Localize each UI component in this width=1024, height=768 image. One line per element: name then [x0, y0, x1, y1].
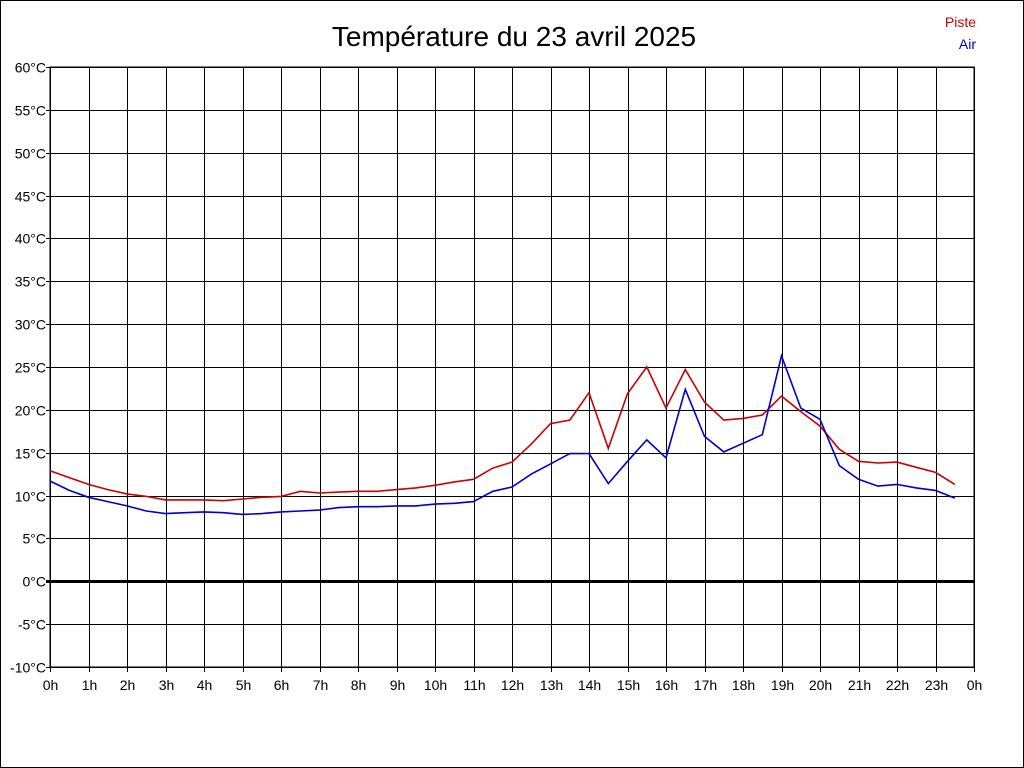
y-tick-label: 35°C: [15, 274, 46, 290]
x-tick-label: 4h: [197, 677, 213, 693]
chart-title: Température du 23 avril 2025: [332, 21, 696, 52]
x-tick-label: 6h: [274, 677, 290, 693]
y-tick-label: 55°C: [15, 103, 46, 119]
x-tick-label: 15h: [617, 677, 640, 693]
x-tick-label: 9h: [390, 677, 406, 693]
legend: Piste Air: [945, 14, 976, 52]
y-tick-label: 60°C: [15, 60, 46, 76]
y-tick-label: 30°C: [15, 317, 46, 333]
y-tick-label: 45°C: [15, 189, 46, 205]
x-tick-label: 8h: [351, 677, 367, 693]
x-tick-label: 20h: [809, 677, 832, 693]
legend-entry-air: Air: [959, 36, 976, 52]
y-tick-label: 0°C: [23, 574, 47, 590]
y-tick-label: -10°C: [10, 660, 46, 676]
x-tick-label: 13h: [540, 677, 563, 693]
y-tick-label: 15°C: [15, 446, 46, 462]
x-tick-label: 18h: [732, 677, 755, 693]
y-tick-label: 10°C: [15, 489, 46, 505]
series-line-air: [49, 353, 956, 516]
y-tick-label: 50°C: [15, 146, 46, 162]
y-tick-label: -5°C: [18, 617, 46, 633]
x-tick-label: 0h: [43, 677, 59, 693]
axis-layer: 0h 1h 2h 3h 4h 5h 6h 7h 8h 9h 10h 11h 12h 13h 14h 15h 16…: [10, 60, 982, 694]
x-tick-label: 17h: [694, 677, 717, 693]
x-tick-label: 7h: [313, 677, 329, 693]
x-tick-label: 23h: [925, 677, 948, 693]
series-layer: [49, 353, 956, 516]
x-tick-label: 14h: [578, 677, 601, 693]
x-tick-label: 1h: [82, 677, 98, 693]
x-tick-label: 11h: [463, 677, 485, 693]
x-tick-label: 16h: [655, 677, 678, 693]
x-tick-label: 22h: [886, 677, 909, 693]
x-tick-label: 2h: [120, 677, 136, 693]
x-tick-label: 3h: [159, 677, 175, 693]
y-tick-label: 25°C: [15, 360, 46, 376]
legend-entry-piste: Piste: [945, 14, 976, 30]
y-tick-label: 40°C: [15, 231, 46, 247]
x-tick-label: 10h: [424, 677, 447, 693]
x-tick-label: 0h: [967, 677, 983, 693]
x-tick-label: 19h: [771, 677, 794, 693]
y-tick-label: 5°C: [23, 531, 47, 547]
x-tick-label: 21h: [848, 677, 871, 693]
y-tick-label: 20°C: [15, 403, 46, 419]
x-tick-label: 12h: [501, 677, 524, 693]
series-line-piste: [49, 365, 956, 502]
grid-layer: [46, 66, 975, 672]
x-tick-label: 5h: [236, 677, 252, 693]
